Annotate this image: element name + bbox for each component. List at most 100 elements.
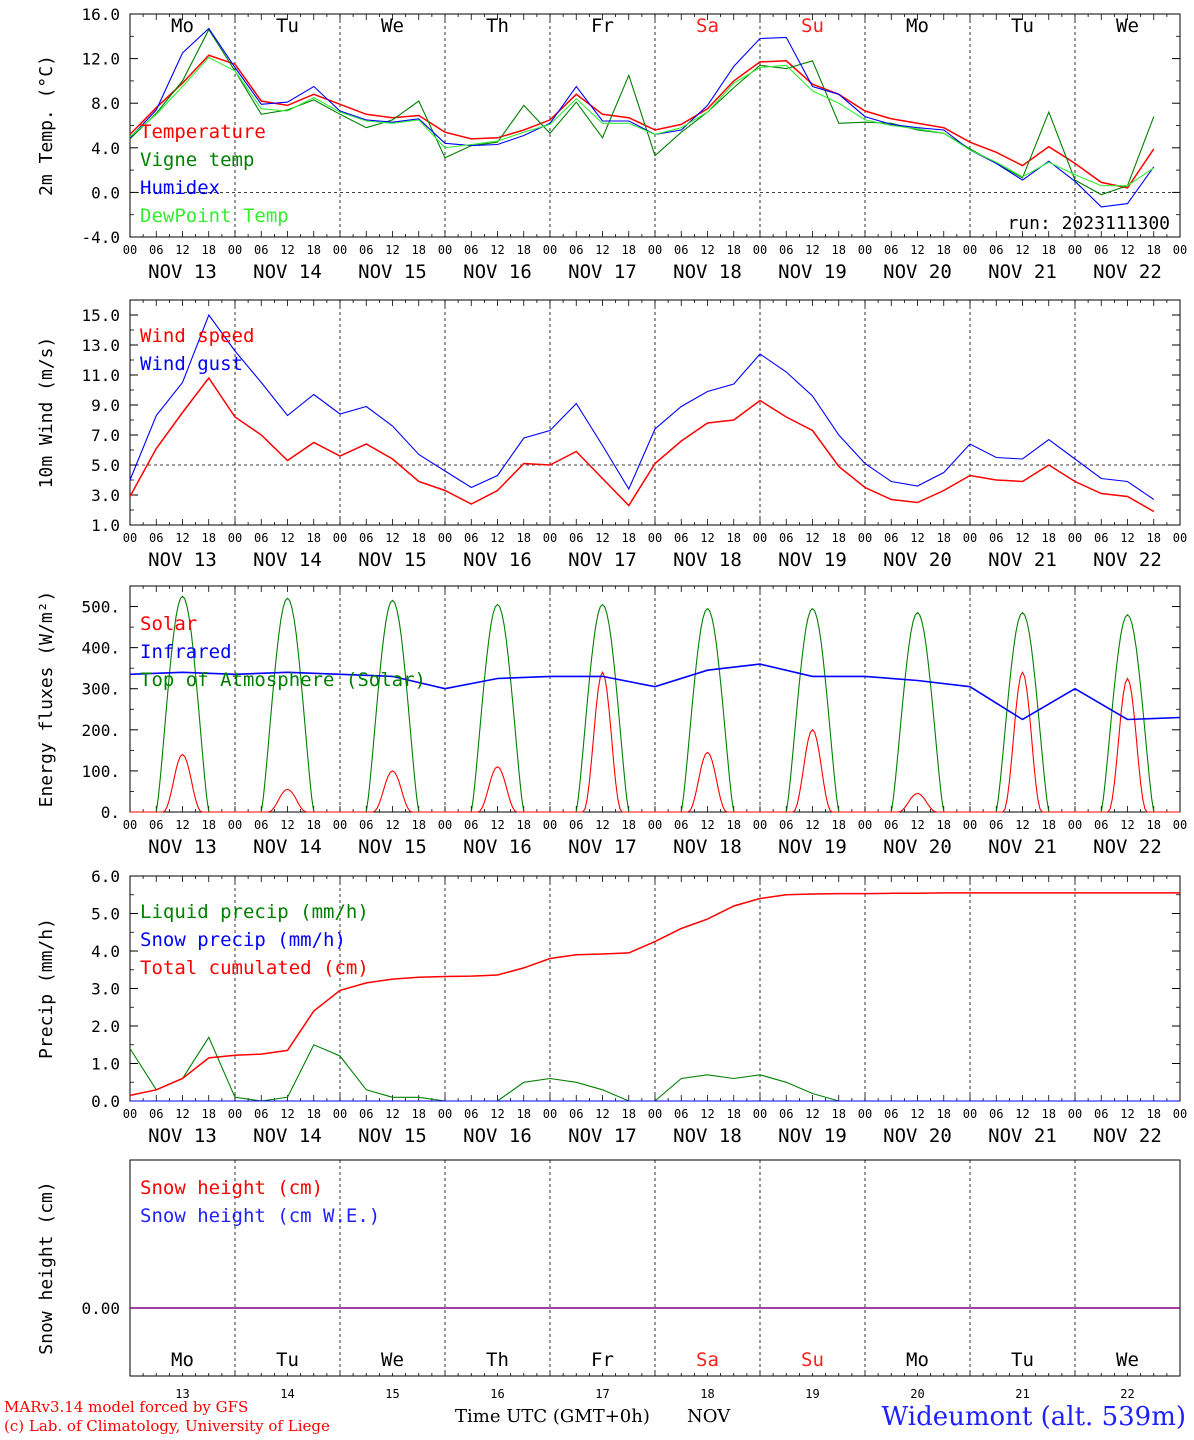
hour-label: 12 (490, 1107, 504, 1121)
hour-label: 18 (1147, 531, 1161, 545)
hour-label: 00 (1068, 531, 1082, 545)
hour-label: 06 (1094, 818, 1108, 832)
hour-label: 06 (569, 1107, 583, 1121)
hour-label: 00 (228, 818, 242, 832)
y-tick-label: 0.00 (81, 1299, 120, 1318)
model-line-1: MARv3.14 model forced by GFS (4, 1398, 249, 1416)
hour-label: 18 (622, 818, 636, 832)
hour-label: 06 (674, 818, 688, 832)
hour-label: 18 (517, 1107, 531, 1121)
hour-label: 18 (517, 243, 531, 257)
y-tick-label: 8.0 (91, 94, 120, 113)
date-label: NOV 22 (1093, 836, 1162, 858)
date-label: NOV 19 (778, 1125, 847, 1147)
hour-label: 00 (123, 1107, 137, 1121)
solar-line (130, 671, 1180, 813)
hour-label: 00 (858, 243, 872, 257)
day-name: Sa (696, 1349, 719, 1371)
x-axis-title: Time UTC (GMT+0h) NOV (455, 1406, 730, 1427)
hour-label: 00 (753, 531, 767, 545)
date-label: NOV 21 (988, 261, 1057, 283)
hour-label: 00 (123, 818, 137, 832)
hour-label: 00 (543, 818, 557, 832)
date-label: NOV 16 (463, 261, 532, 283)
hour-label: 06 (149, 1107, 163, 1121)
hour-label: 12 (175, 531, 189, 545)
bottom-date-label: 16 (490, 1387, 504, 1401)
hour-label: 18 (1042, 243, 1056, 257)
y-tick-label: 2.0 (91, 1017, 120, 1036)
y-tick-label: -4.0 (81, 228, 120, 247)
date-label: NOV 18 (673, 261, 742, 283)
hour-label: 06 (569, 818, 583, 832)
hour-label: 12 (910, 531, 924, 545)
hour-label: 06 (884, 531, 898, 545)
hour-label: 12 (805, 531, 819, 545)
day-name: We (1116, 15, 1139, 37)
panel-2-frame (129, 299, 1181, 526)
y-tick-label: 0. (101, 803, 120, 822)
day-name: Mo (171, 1349, 194, 1371)
hour-label: 18 (622, 531, 636, 545)
y-tick-label: 0.0 (91, 1092, 120, 1111)
station-name: Wideumont (alt. 539m) (881, 1402, 1186, 1432)
hour-label: 06 (464, 531, 478, 545)
legend-entry: Humidex (140, 177, 220, 199)
legend-entry: Wind gust (140, 353, 243, 375)
hour-label: 18 (832, 818, 846, 832)
y-tick-label: 5.0 (91, 905, 120, 924)
date-label: NOV 19 (778, 261, 847, 283)
hour-label: 18 (412, 243, 426, 257)
date-label: NOV 18 (673, 836, 742, 858)
hour-label: 06 (464, 243, 478, 257)
bottom-date-label: 13 (175, 1387, 189, 1401)
legend-entry: Total cumulated (cm) (140, 957, 369, 979)
date-label: NOV 20 (883, 1125, 952, 1147)
legend-entry: Vigne temp (140, 149, 254, 171)
date-label: NOV 22 (1093, 261, 1162, 283)
hour-label: 06 (254, 531, 268, 545)
day-name: Mo (906, 1349, 929, 1371)
hour-label: 06 (569, 243, 583, 257)
hour-label: 12 (1015, 531, 1029, 545)
hour-label: 00 (963, 531, 977, 545)
hour-label: 06 (779, 818, 793, 832)
hour-label: 06 (254, 818, 268, 832)
hour-label: 12 (805, 1107, 819, 1121)
hour-label: 00 (228, 1107, 242, 1121)
y-axis-title: Snow height (cm) (36, 1181, 57, 1354)
y-tick-label: 0.0 (91, 183, 120, 202)
legend-entry: Snow precip (mm/h) (140, 929, 346, 951)
hour-label: 12 (175, 243, 189, 257)
hour-label: 06 (1094, 1107, 1108, 1121)
y-tick-label: 400. (81, 639, 120, 658)
hour-label: 12 (175, 1107, 189, 1121)
date-label: NOV 21 (988, 1125, 1057, 1147)
legend-entry: Temperature (140, 121, 266, 143)
hour-label: 18 (202, 531, 216, 545)
date-label: NOV 15 (358, 261, 427, 283)
date-label: NOV 22 (1093, 1125, 1162, 1147)
date-label: NOV 22 (1093, 549, 1162, 571)
hour-label: 18 (1147, 818, 1161, 832)
day-name: Th (486, 1349, 509, 1371)
hour-label: 18 (517, 531, 531, 545)
hour-label: 12 (910, 243, 924, 257)
hour-label: 00 (123, 243, 137, 257)
date-label: NOV 21 (988, 549, 1057, 571)
date-label: NOV 20 (883, 836, 952, 858)
hour-label: 12 (595, 818, 609, 832)
hour-label: 00 (543, 1107, 557, 1121)
hour-label: 06 (359, 818, 373, 832)
hour-label: 12 (1120, 531, 1134, 545)
hour-label: 06 (359, 243, 373, 257)
hour-label: 06 (989, 531, 1003, 545)
y-tick-label: 500. (81, 598, 120, 617)
y-tick-label: 7.0 (91, 426, 120, 445)
hour-label: 00 (333, 1107, 347, 1121)
infrared-line (129, 663, 1181, 721)
hour-label: 00 (753, 1107, 767, 1121)
hour-label: 18 (307, 818, 321, 832)
hour-label: 06 (1094, 531, 1108, 545)
